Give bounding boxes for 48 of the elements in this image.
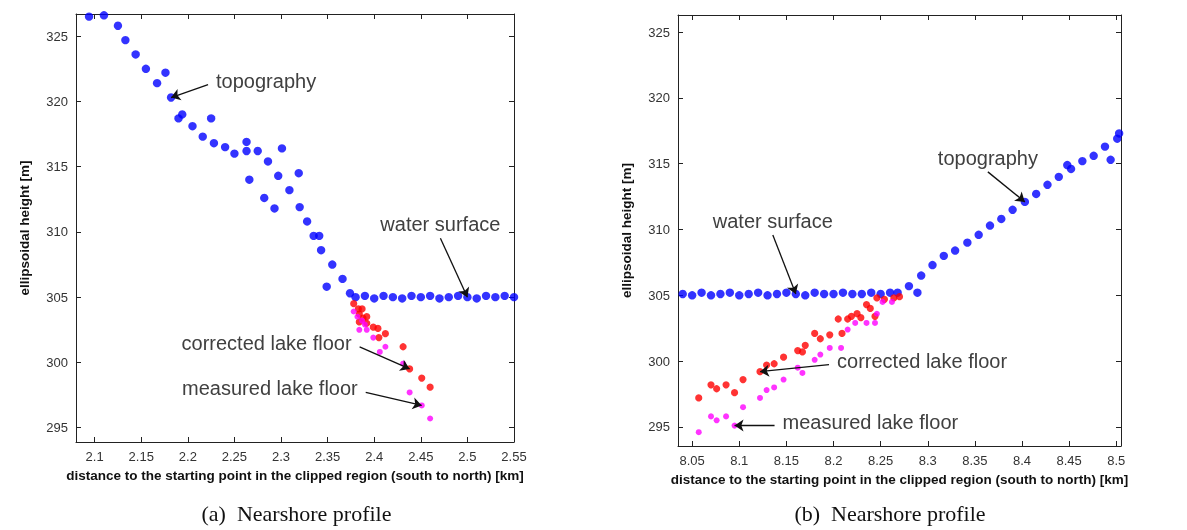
y-tick-label: 315: [648, 156, 670, 172]
annotation: corrected lake floor: [837, 349, 1008, 372]
x-tick-label: 8.1: [730, 453, 749, 468]
y-tick-label: 300: [46, 354, 68, 370]
y-axis-title: ellipsoidal height [m]: [618, 162, 634, 299]
x-tick-label: 2.25: [221, 449, 248, 464]
y-axis-title: ellipsoidal height [m]: [16, 160, 32, 296]
annotation: topography: [216, 69, 317, 92]
y-tick-label: 325: [648, 24, 670, 40]
y-tick-label: 315: [46, 159, 68, 175]
y-tick-label: 295: [648, 419, 670, 435]
x-tick-label: 8.35: [962, 453, 988, 468]
text: (a) Nearshore profile: [201, 500, 392, 526]
y-tick-label: 300: [648, 353, 670, 369]
annotation: measured lake floor: [182, 377, 359, 400]
y-tick-label: 320: [648, 90, 670, 106]
x-tick-label: 8.3: [918, 453, 937, 468]
x-tick-label: 2.35: [314, 449, 341, 464]
annotation: water surface: [711, 210, 833, 232]
y-tick-label: 305: [46, 289, 68, 305]
x-tick-label: 2.55: [501, 449, 527, 464]
x-tick-label: 2.15: [128, 449, 154, 464]
x-tick-label: 2.5: [458, 449, 477, 464]
x-axis-title: distance to the starting point in the clipped region (south to north) [km]: [670, 471, 1129, 487]
x-tick-label: 8.4: [1012, 453, 1032, 468]
x-tick-label: 2.1: [85, 449, 104, 464]
y-tick-label: 310: [648, 222, 670, 238]
y-tick-label: 325: [46, 28, 68, 44]
x-tick-label: 8.2: [824, 453, 843, 468]
annotation: corrected lake floor: [181, 331, 352, 354]
y-tick-label: 310: [46, 224, 68, 240]
annotation: topography: [937, 146, 1038, 169]
x-tick-label: 8.15: [773, 453, 800, 468]
y-tick-label: 305: [648, 287, 670, 303]
x-tick-label: 2.2: [178, 449, 197, 464]
x-tick-label: 8.5: [1107, 453, 1126, 468]
annotation: measured lake floor: [782, 410, 959, 433]
x-tick-label: 2.3: [271, 449, 291, 464]
x-tick-label: 8.05: [679, 453, 705, 468]
x-axis-title: distance to the starting point in the clipped region (south to north) [km]: [66, 467, 524, 483]
x-tick-label: 8.25: [867, 453, 894, 468]
x-tick-label: 8.45: [1056, 453, 1082, 468]
annotation: water surface: [379, 213, 501, 236]
x-tick-label: 2.4: [365, 449, 384, 464]
y-tick-label: 320: [46, 93, 68, 109]
x-tick-label: 2.45: [408, 449, 434, 464]
y-tick-label: 295: [46, 420, 68, 436]
text: (b) Nearshore profile: [794, 500, 986, 526]
